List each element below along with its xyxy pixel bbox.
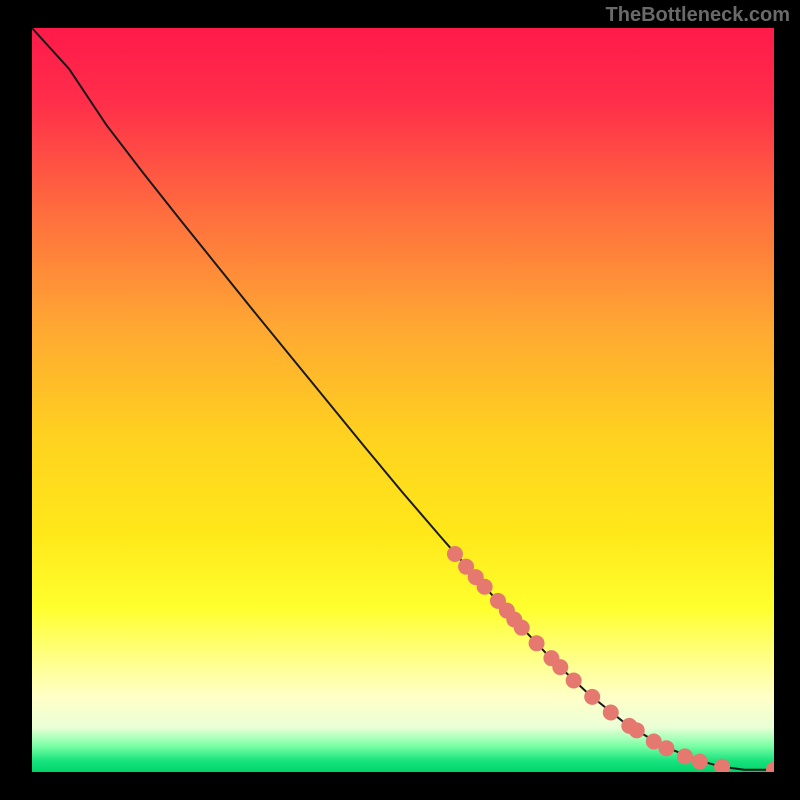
data-marker [658,740,674,756]
chart-svg [32,28,774,772]
plot-area [32,28,774,772]
data-marker [766,762,774,772]
data-marker [566,672,582,688]
data-marker [447,546,463,562]
data-marker [714,759,730,772]
data-marker [529,635,545,651]
data-marker [603,704,619,720]
chart-container: TheBottleneck.com [0,0,800,800]
bottleneck-curve [32,28,774,770]
data-marker [692,754,708,770]
watermark-text: TheBottleneck.com [606,4,790,27]
data-marker [677,748,693,764]
data-marker [477,579,493,595]
data-marker [514,620,530,636]
data-marker [552,659,568,675]
data-marker [629,722,645,738]
data-marker [584,689,600,705]
